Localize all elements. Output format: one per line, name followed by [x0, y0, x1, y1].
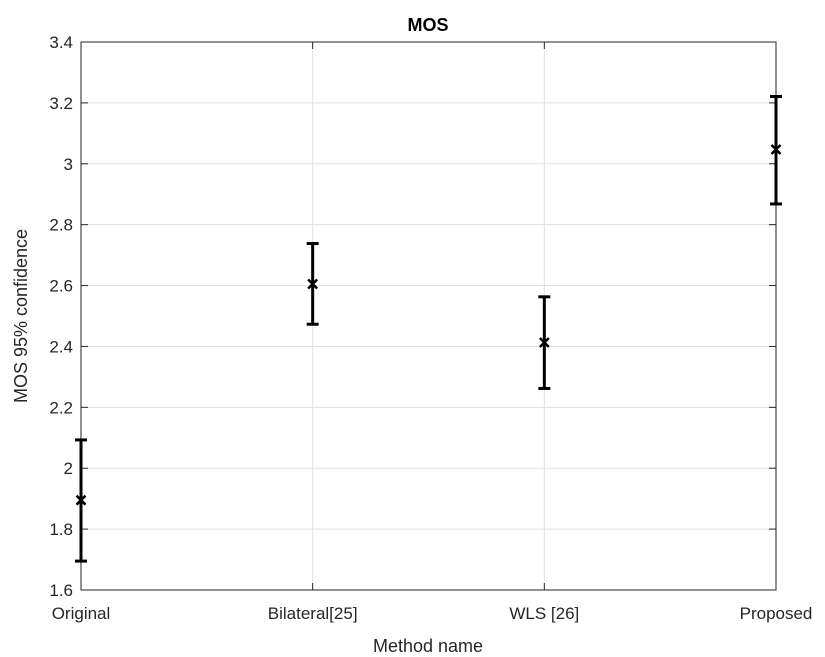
y-tick-label: 2.6 [49, 277, 73, 296]
y-tick-label: 2 [64, 459, 73, 478]
y-tick-label: 3.2 [49, 94, 73, 113]
error-bar-bilateral-25 [306, 242, 319, 326]
y-tick-label: 2.8 [49, 216, 73, 235]
mean-marker [75, 494, 87, 506]
chart-title: MOS [407, 15, 448, 35]
plot-frame [80, 41, 777, 591]
y-tick-label: 3.4 [49, 33, 73, 52]
y-tick-label: 3 [64, 155, 73, 174]
error-bar-original [75, 438, 87, 563]
mean-marker [770, 144, 782, 155]
grid [81, 42, 776, 590]
x-tick-label: Original [52, 604, 111, 623]
x-tick-label: WLS [26] [509, 604, 579, 623]
x-axis-label: Method name [373, 636, 483, 656]
error-bar-proposed [770, 94, 782, 206]
x-tick-label: Bilateral[25] [268, 604, 358, 623]
ticks: 1.6 1.8 2 2.2 2.4 2.6 2.8 3 3.2 3.4 Original Bilate… [49, 33, 812, 623]
mean-marker [538, 337, 550, 348]
error-bar-wls-26 [538, 295, 551, 390]
x-tick-label: Proposed [740, 604, 813, 623]
y-tick-label: 2.4 [49, 337, 73, 356]
y-tick-label: 1.8 [49, 520, 73, 539]
y-tick-label: 1.6 [49, 581, 73, 600]
mean-marker [307, 278, 319, 290]
y-axis-label: MOS 95% confidence [11, 229, 31, 403]
y-tick-label: 2.2 [49, 398, 73, 417]
data-layer [75, 94, 782, 563]
